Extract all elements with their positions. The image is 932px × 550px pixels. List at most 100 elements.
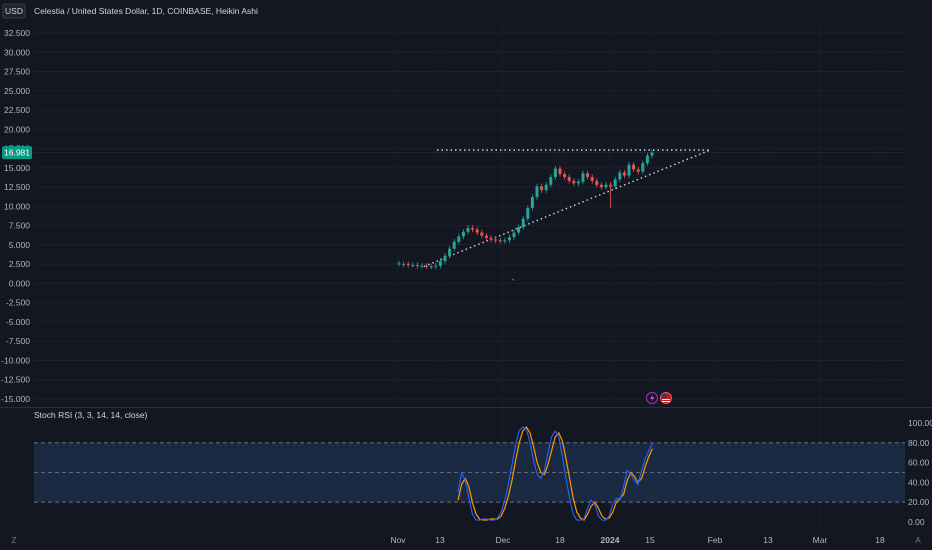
indicator-tick-label: 0.00 [908, 517, 925, 527]
candle-down [498, 240, 502, 242]
main-grid [34, 25, 905, 531]
candle-up [618, 172, 622, 180]
candle-up [429, 266, 433, 268]
price-tick-label: 5.000 [9, 240, 31, 250]
symbol-header: USD Celestia / United States Dollar, 1D,… [2, 3, 258, 19]
candle-up [627, 164, 631, 176]
candle-up [535, 186, 539, 198]
candle-up [411, 264, 415, 266]
stoch-band [34, 442, 905, 503]
price-tick-label: 15.000 [4, 163, 30, 173]
candle-down [632, 164, 636, 170]
time-tick-label: 2024 [601, 535, 620, 545]
candle-up [530, 197, 534, 208]
candle-down [494, 239, 498, 241]
price-tick-label: 2.500 [9, 259, 31, 269]
symbol-title: Celestia / United States Dollar, 1D, COI… [34, 6, 258, 16]
candle-up [576, 181, 580, 184]
time-tick-label: 18 [555, 535, 565, 545]
timezone-icon[interactable]: Z [12, 536, 17, 545]
currency-badge[interactable] [2, 3, 26, 19]
candle-up [604, 184, 608, 188]
candle-up [402, 264, 406, 266]
candle-down [567, 177, 571, 181]
price-tick-label: 25.000 [4, 86, 30, 96]
stoch-k-line [457, 426, 653, 521]
candle-down [484, 235, 488, 238]
candle-up [452, 241, 456, 249]
candle-up [641, 163, 645, 172]
time-tick-label: 15 [645, 535, 655, 545]
lightning-icon[interactable] [645, 391, 659, 405]
candle-up [461, 231, 465, 237]
candle-up [553, 168, 557, 178]
candle-up [650, 152, 654, 156]
candle-down [480, 232, 484, 236]
candle-down [415, 264, 419, 266]
stoch-lines [457, 425, 653, 521]
candle-down [540, 186, 544, 191]
candle-up [526, 207, 530, 219]
support-trendline [423, 149, 711, 268]
time-tick-label: Feb [708, 535, 723, 545]
price-tick-label: -10.000 [1, 355, 30, 365]
time-axis[interactable]: Nov 13 Dec 18 2024 15 Feb 13 Mar 18 [390, 535, 885, 545]
candle-down [563, 174, 567, 178]
indicator-tick-label: 100.00 [908, 418, 932, 428]
price-axis[interactable]: 32.50030.00027.50025.00022.50020.00017.5… [1, 28, 30, 404]
currency-label: USD [5, 6, 23, 16]
candle-up [645, 155, 649, 164]
time-tick-label: 13 [763, 535, 773, 545]
candle-up [434, 265, 438, 267]
current-price-tag: 16.981 [2, 146, 32, 160]
candle-down [489, 237, 493, 240]
candle-up [448, 248, 452, 256]
auto-scale-icon[interactable]: A [915, 536, 921, 545]
candle-down [475, 229, 479, 233]
time-tick-label: Dec [495, 535, 511, 545]
candle-down [586, 173, 590, 178]
price-tick-label: 12.500 [4, 182, 30, 192]
candle-down [609, 184, 613, 187]
candle-up [443, 255, 447, 262]
candle-down [595, 180, 599, 185]
price-tick-label: 20.000 [4, 124, 30, 134]
indicator-tick-label: 20.00 [908, 497, 930, 507]
price-tick-label: 27.500 [4, 67, 30, 77]
candle-up [503, 240, 507, 242]
indicator-axis: 100.00 80.00 60.00 40.00 20.00 0.00 [908, 418, 932, 527]
candle-up [397, 263, 401, 265]
candle-down [572, 180, 576, 184]
candle-up [512, 232, 516, 238]
candle-down [425, 265, 429, 267]
price-tick-label: -15.000 [1, 394, 30, 404]
indicator-title: Stoch RSI (3, 3, 14, 14, close) [34, 410, 148, 420]
indicator-tick-label: 60.00 [908, 458, 930, 468]
candle-up [517, 227, 521, 233]
price-tick-label: -2.500 [6, 298, 30, 308]
candle-down [636, 169, 640, 172]
price-tick-label: 22.500 [4, 105, 30, 115]
indicator-tick-label: 40.00 [908, 477, 930, 487]
candle-down [599, 184, 603, 188]
candle-up [438, 261, 442, 266]
time-tick-label: 18 [875, 535, 885, 545]
candle-down [590, 177, 594, 181]
current-price-value: 16.981 [4, 148, 30, 158]
candle-up [507, 237, 511, 241]
price-tick-label: -5.000 [6, 317, 30, 327]
candle-up [549, 177, 553, 185]
trendlines[interactable] [423, 149, 711, 281]
candle-down [406, 264, 410, 266]
candle-up [457, 236, 461, 242]
candle-down [558, 168, 562, 175]
price-tick-label: -7.500 [6, 336, 30, 346]
candle-up [544, 184, 548, 191]
us-flag-icon[interactable] [660, 392, 672, 404]
price-tick-label: -12.500 [1, 375, 30, 385]
price-tick-label: 10.000 [4, 201, 30, 211]
time-tick-label: Mar [813, 535, 828, 545]
indicator-tick-label: 80.00 [908, 438, 930, 448]
candle-up [521, 218, 525, 228]
